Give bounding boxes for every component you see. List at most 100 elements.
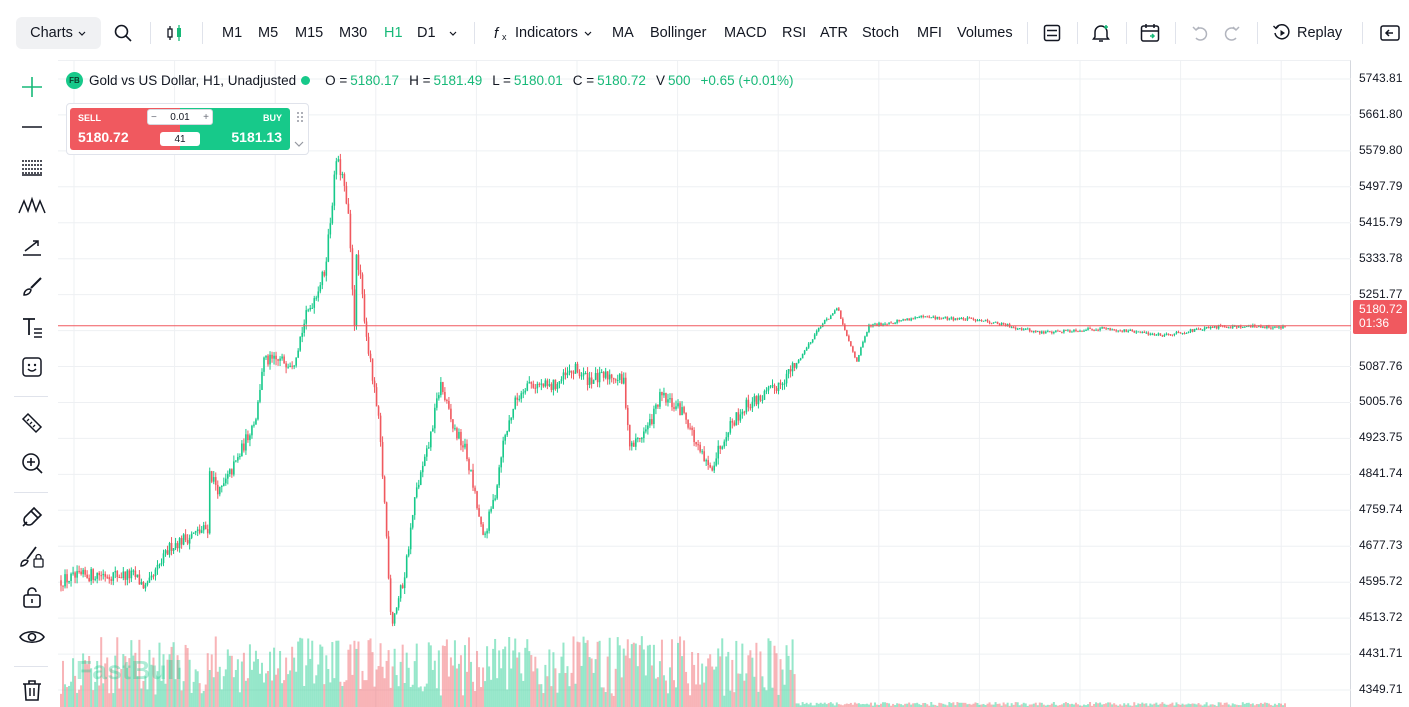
indicators-label: Indicators	[515, 25, 578, 41]
volume-bar	[1147, 705, 1150, 707]
price-axis[interactable]: 5743.81 5661.80 5579.80 5497.79 5415.79 5333.…	[1351, 60, 1409, 707]
timeframe-m1[interactable]: M1	[222, 17, 242, 49]
quantity-minus-button[interactable]: −	[151, 111, 157, 123]
candle-body	[100, 575, 103, 577]
pattern-icon[interactable]	[18, 193, 46, 221]
calendar-icon[interactable]	[1137, 20, 1163, 46]
timeframe-m5[interactable]: M5	[258, 17, 278, 49]
candle-body	[1207, 327, 1210, 329]
candle-body	[148, 577, 151, 583]
candle-body	[1171, 334, 1174, 336]
timeframe-more-chevron-icon[interactable]	[440, 20, 466, 46]
price-axis-tick: 4677.73	[1359, 538, 1403, 553]
candle-body	[614, 379, 617, 381]
indicator-rsi-button[interactable]: RSI	[782, 17, 806, 49]
candle-body	[590, 377, 593, 384]
quantity-plus-button[interactable]: +	[203, 111, 209, 123]
volume-bar	[1002, 702, 1005, 707]
redo-icon[interactable]	[1219, 20, 1245, 46]
volume-bar	[586, 640, 589, 707]
volume-bar	[765, 690, 768, 707]
candle-body	[996, 321, 999, 325]
candle-body	[381, 441, 384, 477]
fullscreen-icon[interactable]	[1377, 20, 1403, 46]
indicator-mfi-button[interactable]: MFI	[917, 17, 942, 49]
candle-body	[980, 320, 983, 322]
volume-bar	[112, 693, 115, 707]
indicator-stoch-button[interactable]: Stoch	[862, 17, 899, 49]
magnet-icon[interactable]	[18, 503, 46, 531]
volume-bar	[1020, 704, 1023, 707]
candle-body	[434, 407, 436, 429]
lock-draw-icon[interactable]	[18, 543, 46, 571]
indicator-atr-button[interactable]: ATR	[820, 17, 848, 49]
candle-body	[323, 272, 326, 276]
fib-lines-icon[interactable]	[18, 153, 46, 181]
volume-bar	[110, 668, 113, 707]
price-chart[interactable]	[58, 61, 1351, 707]
volume-bar	[1279, 703, 1282, 707]
alert-bell-icon[interactable]	[1088, 20, 1114, 46]
layout-icon[interactable]	[1039, 20, 1065, 46]
candle-body	[902, 319, 904, 321]
candle-body	[717, 445, 720, 459]
replay-button[interactable]: Replay	[1272, 17, 1342, 49]
timeframe-h1[interactable]: H1	[384, 17, 403, 49]
candle-body	[277, 359, 279, 361]
timeframe-m15[interactable]: M15	[295, 17, 323, 49]
crosshair-icon[interactable]	[18, 73, 46, 101]
volume-bar	[405, 652, 408, 707]
close-label: C =	[572, 72, 595, 88]
emoji-icon[interactable]	[18, 353, 46, 381]
volume-bar	[534, 656, 537, 707]
indicator-bollinger-button[interactable]: Bollinger	[650, 17, 706, 49]
timeframe-m30[interactable]: M30	[339, 17, 367, 49]
quantity-stepper[interactable]: − 0.01 +	[147, 109, 213, 125]
symbol-title[interactable]: Gold vs US Dollar, H1, Unadjusted	[89, 72, 297, 88]
search-icon[interactable]	[110, 20, 136, 46]
charts-menu-button[interactable]: Charts	[16, 17, 101, 49]
candle-body	[1026, 328, 1029, 330]
volume-bar	[707, 658, 710, 707]
chart-pane[interactable]	[58, 60, 1351, 707]
candlestick-series	[60, 153, 1286, 627]
candle-body	[540, 383, 543, 385]
candles-icon[interactable]	[162, 20, 188, 46]
volume-bar	[299, 637, 302, 707]
candle-body	[637, 438, 639, 440]
text-icon[interactable]	[18, 313, 46, 341]
volume-bar	[1012, 704, 1015, 707]
trash-icon[interactable]	[18, 676, 46, 704]
timeframe-d1[interactable]: D1	[417, 17, 436, 49]
collapse-chevron-icon[interactable]	[293, 136, 305, 154]
candle-body	[138, 574, 141, 585]
indicator-ma-button[interactable]: MA	[612, 17, 634, 49]
volume-bar	[459, 655, 462, 707]
volume-bar	[281, 683, 284, 707]
volume-bar	[182, 681, 185, 707]
eye-icon[interactable]	[18, 623, 46, 651]
horizontal-line-icon[interactable]	[18, 113, 46, 141]
candle-body	[349, 213, 352, 249]
undo-icon[interactable]	[1187, 20, 1213, 46]
lock-icon[interactable]	[18, 583, 46, 611]
indicator-macd-button[interactable]: MACD	[724, 17, 767, 49]
ruler-icon[interactable]	[18, 409, 46, 437]
volume-bar	[148, 649, 151, 707]
candle-body	[940, 318, 943, 320]
candle-body	[1043, 331, 1045, 334]
volume-bar	[421, 691, 424, 707]
volume-bar	[1189, 704, 1192, 707]
candle-body	[80, 571, 82, 575]
volume-bar	[797, 703, 800, 707]
candle-body	[397, 598, 400, 608]
zoom-in-icon[interactable]	[18, 449, 46, 477]
brush-icon[interactable]	[18, 273, 46, 301]
candle-body	[713, 465, 716, 471]
fastbull-watermark: FastBull	[76, 655, 183, 685]
trend-arrow-icon[interactable]	[18, 233, 46, 261]
drag-handle-icon[interactable]	[296, 110, 304, 122]
indicator-volumes-button[interactable]: Volumes	[957, 17, 1013, 49]
volume-bar	[576, 641, 579, 707]
